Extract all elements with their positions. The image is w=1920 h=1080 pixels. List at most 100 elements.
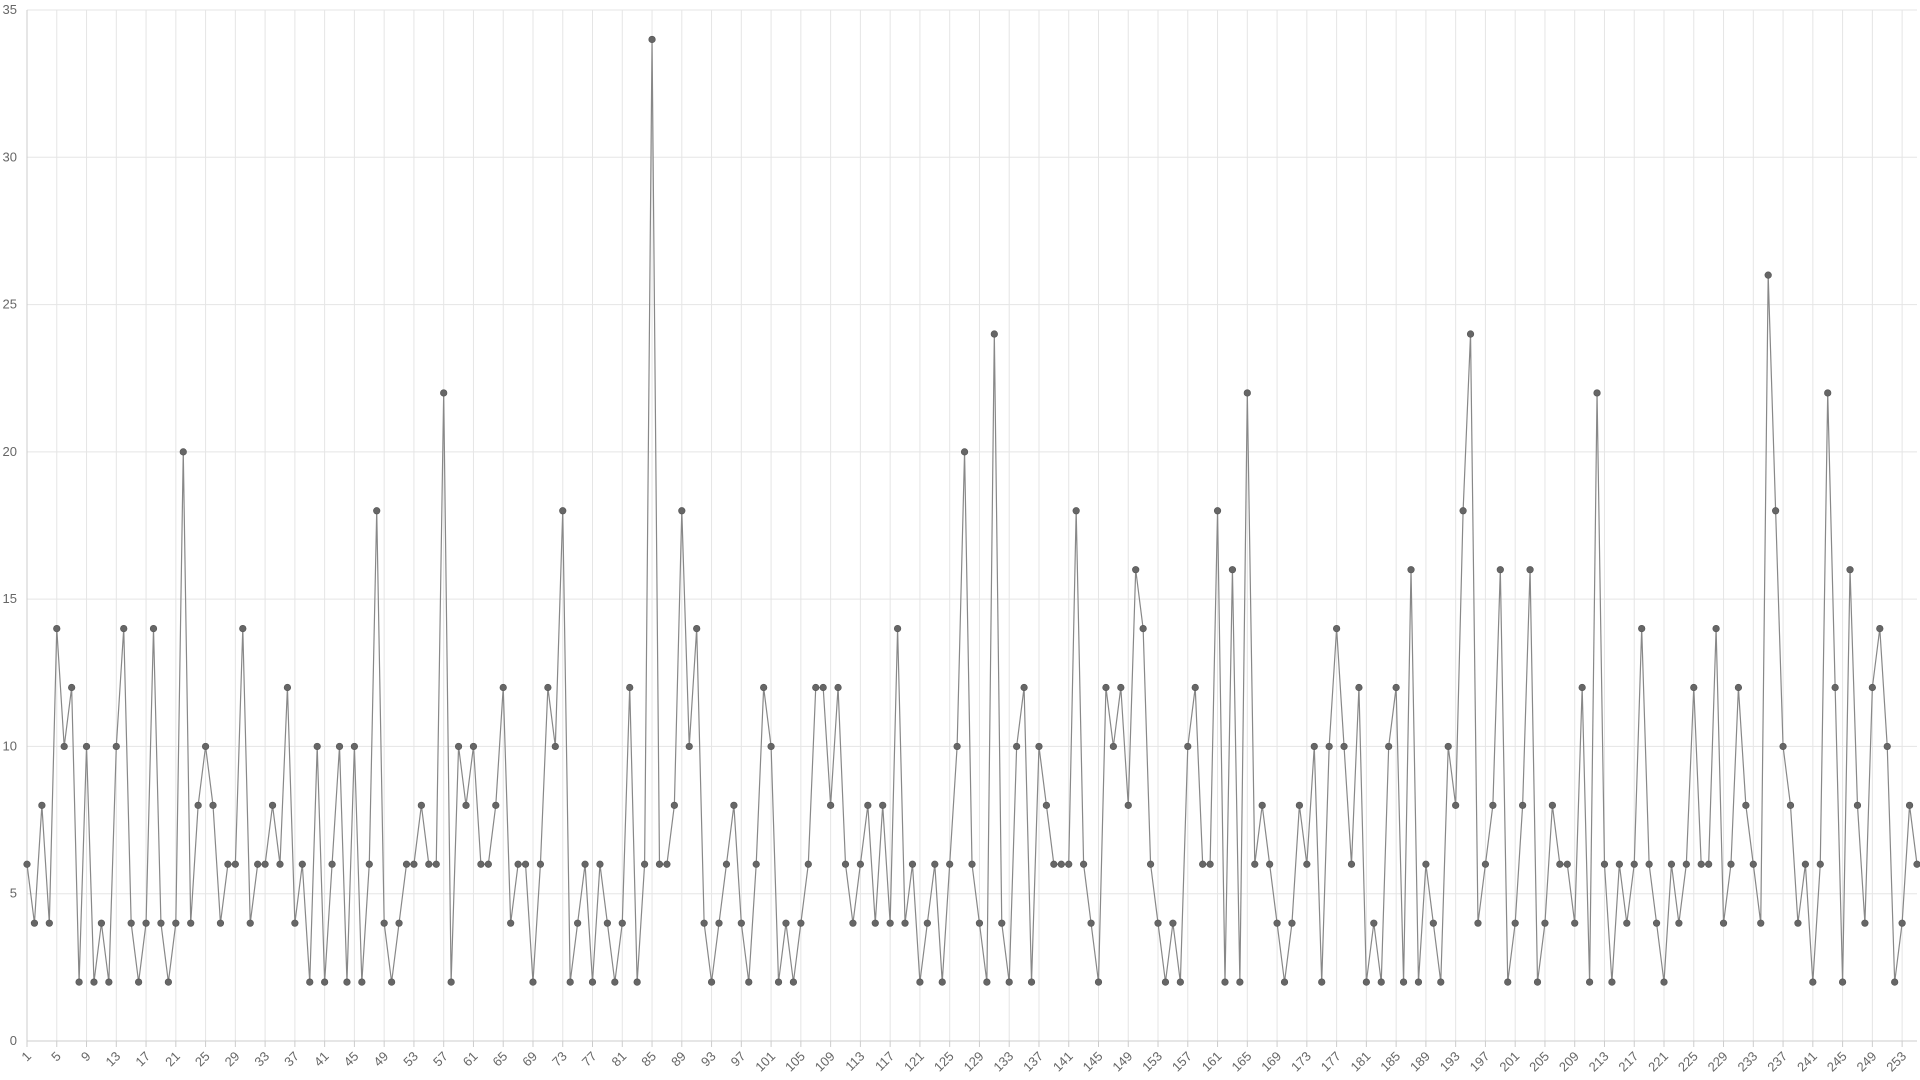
data-point xyxy=(157,919,165,927)
data-point xyxy=(931,860,939,868)
data-point xyxy=(841,860,850,868)
data-point xyxy=(1541,919,1549,927)
data-point xyxy=(1898,919,1906,927)
data-point xyxy=(343,978,351,986)
data-point xyxy=(1705,860,1713,868)
data-point xyxy=(1385,742,1393,751)
x-tick-label: 213 xyxy=(1586,1049,1612,1075)
x-tick-label: 165 xyxy=(1228,1049,1254,1075)
data-point xyxy=(164,978,172,986)
data-point xyxy=(923,919,931,927)
data-point xyxy=(908,860,917,868)
data-point xyxy=(1422,860,1430,868)
data-point xyxy=(1496,566,1504,574)
data-point xyxy=(328,860,336,868)
data-point xyxy=(112,742,120,751)
data-point xyxy=(827,801,835,809)
data-point xyxy=(901,919,909,927)
x-tick-label: 25 xyxy=(192,1049,213,1070)
y-tick-label: 0 xyxy=(10,1033,17,1048)
data-point xyxy=(566,978,574,986)
data-point xyxy=(1370,919,1378,927)
data-point xyxy=(1199,860,1207,868)
x-tick-label: 153 xyxy=(1139,1049,1165,1075)
x-tick-label: 33 xyxy=(251,1049,272,1070)
data-point xyxy=(1481,860,1490,868)
data-point xyxy=(1191,683,1199,692)
data-point xyxy=(82,742,91,751)
data-point xyxy=(1050,860,1058,868)
data-point xyxy=(1883,742,1891,751)
data-point xyxy=(797,919,805,927)
data-point xyxy=(1459,507,1467,515)
data-point xyxy=(1853,801,1862,809)
data-point xyxy=(1035,742,1043,751)
data-point xyxy=(879,801,887,809)
data-point xyxy=(1437,978,1445,986)
data-point xyxy=(313,742,321,751)
data-point xyxy=(1824,389,1832,397)
data-point xyxy=(730,801,738,809)
data-point xyxy=(849,919,857,927)
data-point xyxy=(1682,860,1690,868)
x-tick-label: 69 xyxy=(519,1049,540,1070)
data-point xyxy=(172,919,180,927)
data-point xyxy=(1102,683,1110,692)
data-point xyxy=(1697,860,1705,868)
data-points xyxy=(23,35,1920,986)
data-point xyxy=(499,683,507,692)
x-tick-label: 61 xyxy=(460,1049,481,1070)
data-point xyxy=(1161,978,1170,986)
data-point xyxy=(953,742,961,751)
x-tick-label: 5 xyxy=(48,1049,64,1065)
data-point xyxy=(373,507,381,515)
data-point xyxy=(1310,742,1318,751)
y-tick-label: 5 xyxy=(10,886,17,901)
data-point xyxy=(1176,978,1184,986)
data-point xyxy=(871,919,879,927)
data-point xyxy=(1087,919,1095,927)
x-tick-label: 209 xyxy=(1556,1049,1582,1075)
data-point xyxy=(1913,860,1920,868)
data-point xyxy=(1474,919,1482,927)
data-point xyxy=(477,860,485,868)
data-point xyxy=(1117,683,1125,692)
y-tick-label: 10 xyxy=(3,738,17,753)
data-point xyxy=(559,507,567,515)
data-point xyxy=(1027,978,1036,986)
data-point xyxy=(261,860,269,868)
data-point xyxy=(1362,978,1370,986)
data-point xyxy=(1719,919,1728,927)
data-point xyxy=(551,742,559,751)
data-point xyxy=(804,860,812,868)
data-point xyxy=(507,919,515,927)
x-tick-label: 81 xyxy=(609,1049,630,1070)
x-tick-label: 97 xyxy=(728,1049,749,1070)
data-point xyxy=(1407,566,1415,574)
data-point xyxy=(149,624,158,633)
data-point xyxy=(75,978,83,986)
data-point xyxy=(1251,860,1259,868)
x-tick-label: 181 xyxy=(1348,1049,1374,1075)
data-point xyxy=(201,742,210,751)
x-tick-label: 237 xyxy=(1764,1049,1790,1075)
data-point xyxy=(454,742,463,751)
data-point xyxy=(90,978,98,986)
data-point xyxy=(1243,389,1251,397)
data-point xyxy=(97,919,106,927)
data-point xyxy=(224,860,232,868)
data-point xyxy=(1511,919,1519,927)
x-tick-label: 205 xyxy=(1526,1049,1552,1075)
data-point xyxy=(432,860,440,868)
data-point xyxy=(1184,742,1192,751)
y-tick-label: 20 xyxy=(3,444,17,459)
data-point xyxy=(38,801,46,809)
data-point xyxy=(1258,801,1266,809)
series xyxy=(26,39,1918,983)
data-point xyxy=(1556,860,1564,868)
data-point xyxy=(1891,978,1899,986)
data-point xyxy=(1660,978,1668,986)
data-point xyxy=(1630,860,1638,868)
data-point xyxy=(1712,624,1720,633)
